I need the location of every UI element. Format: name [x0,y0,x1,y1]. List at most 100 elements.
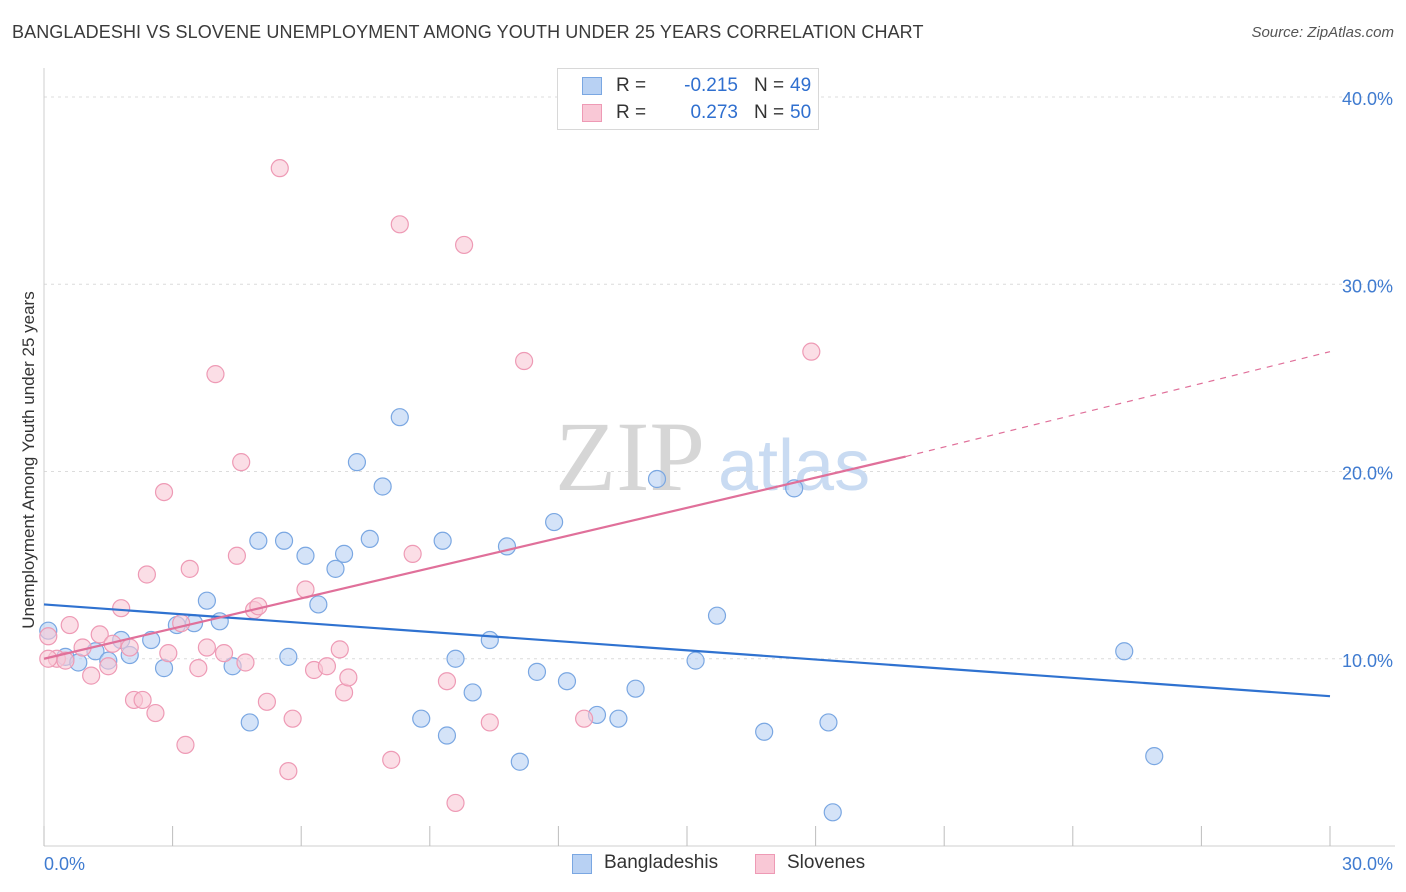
series-label-bangladeshis: Bangladeshis [604,852,719,873]
data-point [133,690,152,710]
data-point [557,672,577,691]
series-swatch-slovenes [755,854,775,874]
data-point [326,559,345,578]
data-point [279,761,298,781]
data-point [527,662,547,681]
legend-r-value: -0.215 [684,75,738,96]
data-point [236,653,255,672]
data-point [437,672,457,691]
trend-extension-slovenes [905,351,1331,458]
data-point [334,544,354,563]
chart-title: BANGLADESHI VS SLOVENE UNEMPLOYMENT AMON… [12,22,924,42]
data-point [480,630,499,650]
data-point [819,713,838,732]
x-tick-label: 30.0% [1342,854,1393,874]
data-point [283,709,302,728]
legend-n-label: N = [754,75,785,96]
data-point [197,591,216,610]
data-point [232,453,251,472]
legend-n-value: 49 [790,75,812,96]
data-point [120,638,139,657]
data-point [142,630,161,650]
y-tick-label: 10.0% [1342,651,1393,671]
data-point [510,752,529,771]
y-axis-label: Unemployment Among Youth under 25 years [19,291,38,629]
data-point [154,659,174,678]
data-point [360,529,379,549]
series-slovenes [39,159,821,813]
data-point [82,666,101,685]
data-point [446,793,465,813]
data-point [270,159,289,178]
data-point [206,365,225,384]
data-point [707,606,727,625]
data-point [279,647,298,666]
data-point [214,644,234,663]
data-point [403,544,422,563]
data-point [146,703,165,723]
series-swatch-bangladeshis [572,854,592,874]
data-point [433,531,452,550]
data-point [626,679,645,698]
data-point [309,595,328,614]
data-point [1115,642,1134,661]
axes [43,68,1395,847]
data-point [334,683,354,702]
y-tick-label: 20.0% [1342,464,1393,484]
source-label: Source: ZipAtlas.com [1251,24,1394,41]
x-tick-label: 0.0% [44,854,85,874]
data-point [274,531,294,550]
data-point [575,709,594,728]
series-label-slovenes: Slovenes [787,852,866,873]
data-point [686,651,705,670]
data-point [112,599,131,618]
data-point [154,482,174,502]
data-point [446,649,465,668]
data-point [180,559,199,578]
watermark-zip: ZIP [555,401,705,512]
data-point [823,803,842,822]
data-point [647,469,667,489]
data-point [339,668,358,687]
y-tick-label: 40.0% [1342,89,1393,109]
legend-r-label: R = [616,75,647,96]
data-point [39,627,58,646]
data-point [463,683,482,702]
legend-n-label: N = [754,102,785,123]
data-point [317,657,337,676]
y-tick-label: 30.0% [1342,276,1393,296]
data-point [390,215,409,234]
legend-swatch-bangladeshis [582,77,602,95]
data-point [609,709,628,728]
data-point [454,235,474,255]
data-point [480,713,499,732]
legend-r-value: 0.273 [690,102,738,123]
data-point [176,735,195,754]
data-point [159,644,178,663]
trend-line-bangladeshis [43,603,1331,698]
data-point [90,625,109,644]
data-point [249,531,268,550]
data-point [515,351,534,371]
data-point [99,657,118,676]
legend-n-value: 50 [790,102,812,123]
data-point [197,638,216,657]
data-point [412,709,431,728]
data-point [802,342,821,361]
data-point [545,512,564,532]
data-point [755,722,774,741]
data-point [390,408,409,427]
trend-line-slovenes [43,455,906,660]
legend-swatch-slovenes [582,104,602,122]
data-point [137,565,156,584]
watermark: ZIP atlas [555,401,870,512]
data-point [240,713,259,732]
data-point [189,659,208,678]
data-point [373,477,392,496]
data-point [347,453,367,472]
data-point [296,546,315,565]
data-point [437,726,457,745]
data-point [60,615,79,635]
legend-r-label: R = [616,102,647,123]
